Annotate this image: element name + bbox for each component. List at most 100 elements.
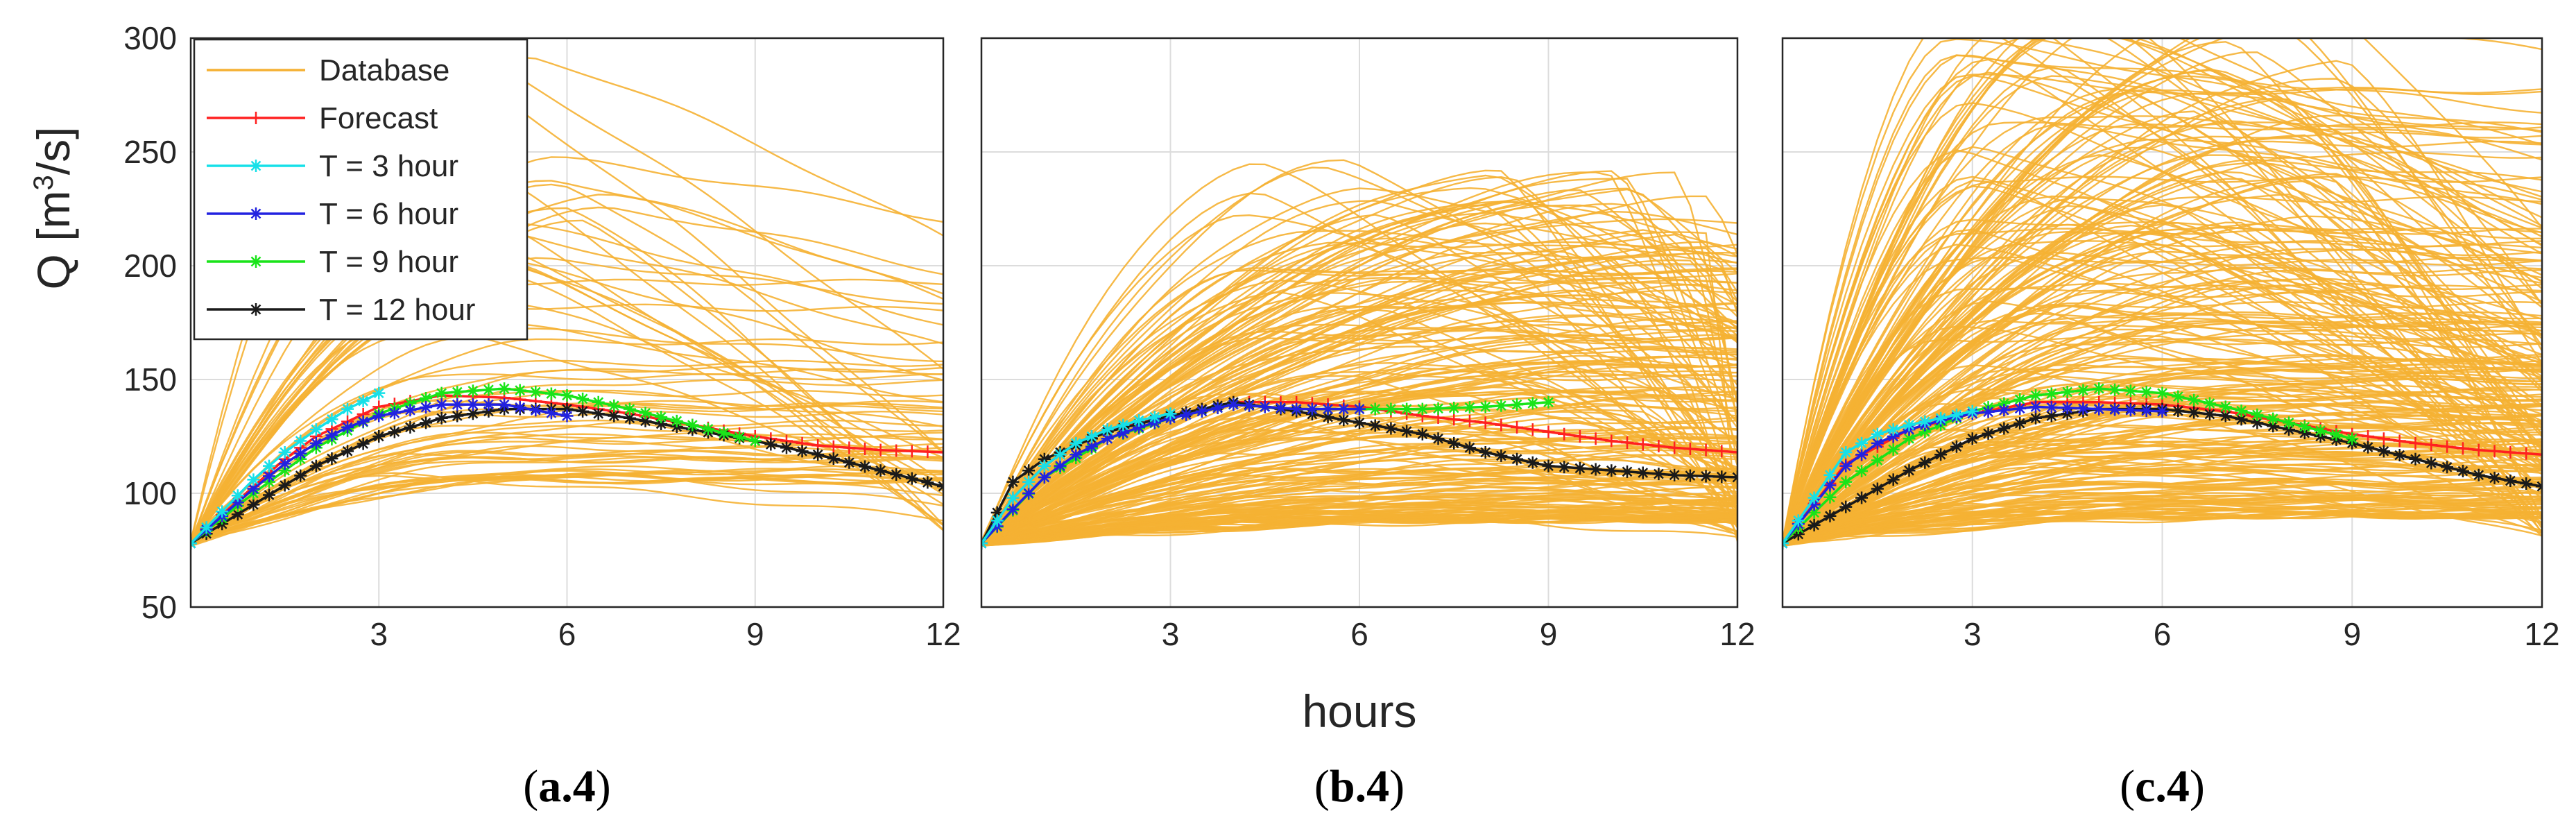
x-tick-label: 3	[1964, 616, 1982, 652]
database-line	[1783, 246, 2542, 545]
legend-label: T = 9 hour	[319, 245, 458, 279]
series-marker-t12	[2362, 441, 2375, 454]
series-marker-forecast	[1715, 445, 1728, 458]
series-marker-t12	[2425, 457, 2438, 470]
database-line	[1783, 366, 2542, 543]
database-line	[191, 226, 943, 544]
series-marker-t9	[2029, 389, 2042, 402]
series-marker-t6	[451, 398, 464, 411]
legend-item: T = 12 hour	[207, 293, 475, 327]
database-line	[1783, 38, 2542, 546]
series-marker-t12	[1998, 422, 2011, 435]
series-marker-forecast	[1683, 443, 1697, 456]
series-marker-t12	[372, 430, 386, 443]
database-lines	[1783, 38, 2542, 547]
database-line	[1783, 179, 2542, 541]
series-marker-t9	[2013, 393, 2027, 406]
series-marker-t12	[2172, 404, 2185, 418]
series-marker-t3	[1101, 423, 1114, 436]
series-marker-forecast	[827, 440, 840, 453]
series-marker-t12	[435, 411, 448, 425]
series-marker-t12	[1479, 445, 1492, 459]
series-marker-forecast	[2536, 448, 2542, 461]
series-marker-forecast	[1511, 420, 1524, 434]
series-marker-t9	[1808, 506, 1821, 519]
series-marker-t6	[1038, 471, 1051, 484]
series-marker-t6	[325, 429, 338, 442]
series-marker-t6	[1101, 432, 1114, 445]
database-line	[981, 204, 1737, 543]
series-marker-forecast	[2488, 445, 2501, 458]
series-marker-t9	[1511, 398, 1524, 411]
database-line	[1783, 87, 2542, 542]
database-line	[1783, 300, 2542, 542]
series-marker-forecast	[1558, 427, 1571, 441]
series-marker-t6	[1070, 448, 1083, 461]
series-marker-forecast	[1495, 418, 1508, 432]
legend-marker	[250, 255, 262, 268]
series-marker-t12	[812, 448, 825, 461]
series-marker-t6	[2013, 402, 2027, 415]
x-tick-label: 6	[2154, 616, 2172, 652]
series-marker-t12	[1652, 468, 1665, 481]
series-marker-t6	[466, 398, 479, 411]
legend-item: T = 6 hour	[207, 197, 458, 231]
database-line	[981, 201, 1737, 546]
series-marker-t6	[1290, 402, 1303, 416]
series-marker-t12	[247, 498, 260, 511]
series-marker-forecast	[2520, 447, 2533, 460]
panel-label-suffix: )	[1389, 761, 1405, 812]
series-marker-t6	[2029, 400, 2042, 413]
database-line	[981, 411, 1737, 546]
series-marker-t6	[2077, 402, 2090, 415]
series-marker-t9	[466, 384, 479, 398]
database-line	[1783, 176, 2542, 543]
series-marker-t12	[1934, 448, 1948, 461]
axes-box	[980, 37, 1739, 608]
series-marker-t9	[2045, 387, 2058, 400]
series-marker-t6	[1274, 402, 1287, 414]
series-marker-t12	[1918, 456, 1932, 469]
series-marker-t6	[231, 496, 244, 509]
series-marker-t6	[294, 447, 307, 460]
series-marker-t9	[2140, 386, 2153, 399]
series-marker-t6	[1839, 459, 1853, 472]
series-marker-forecast	[1731, 445, 1737, 459]
series-marker-t9	[513, 384, 526, 397]
series-marker-t9	[2172, 390, 2185, 403]
series-marker-forecast	[2456, 442, 2469, 455]
series-marker-forecast	[2504, 445, 2517, 459]
series-marker-t6	[1321, 402, 1334, 416]
database-line	[191, 183, 943, 545]
series-marker-t12	[2441, 461, 2454, 474]
series-marker-t6	[482, 398, 495, 411]
series-marker-t12	[1808, 518, 1821, 531]
series-marker-t6	[372, 409, 386, 423]
series-marker-t6	[1006, 502, 1020, 515]
database-line	[981, 255, 1737, 543]
series-marker-t3	[1903, 418, 1916, 432]
y-tick-label: 200	[123, 248, 177, 284]
series-marker-t6	[544, 407, 558, 420]
series-marker-t9	[2077, 384, 2090, 397]
series-marker-t6	[2045, 401, 2058, 414]
series-marker-t6	[529, 404, 542, 417]
series-marker-t9	[748, 434, 762, 447]
series-marker-t12	[2488, 471, 2501, 484]
panel-label: (a.4)	[523, 761, 610, 812]
database-line	[981, 302, 1737, 545]
series-marker-t6	[2061, 402, 2074, 414]
database-line	[1783, 89, 2542, 542]
series-marker-t9	[2251, 408, 2264, 421]
series-marker-t12	[1448, 436, 1461, 450]
series-marker-t12	[796, 445, 809, 458]
series-marker-t12	[294, 469, 307, 482]
series-marker-t9	[733, 430, 746, 443]
series-marker-t3	[1022, 475, 1036, 488]
panel-label-prefix: (	[2120, 761, 2135, 812]
database-line	[1783, 159, 2542, 541]
database-line	[1783, 251, 2542, 545]
series-marker-t12	[451, 409, 464, 423]
series-marker-forecast	[2441, 440, 2454, 453]
series-marker-t12	[1668, 468, 1681, 481]
